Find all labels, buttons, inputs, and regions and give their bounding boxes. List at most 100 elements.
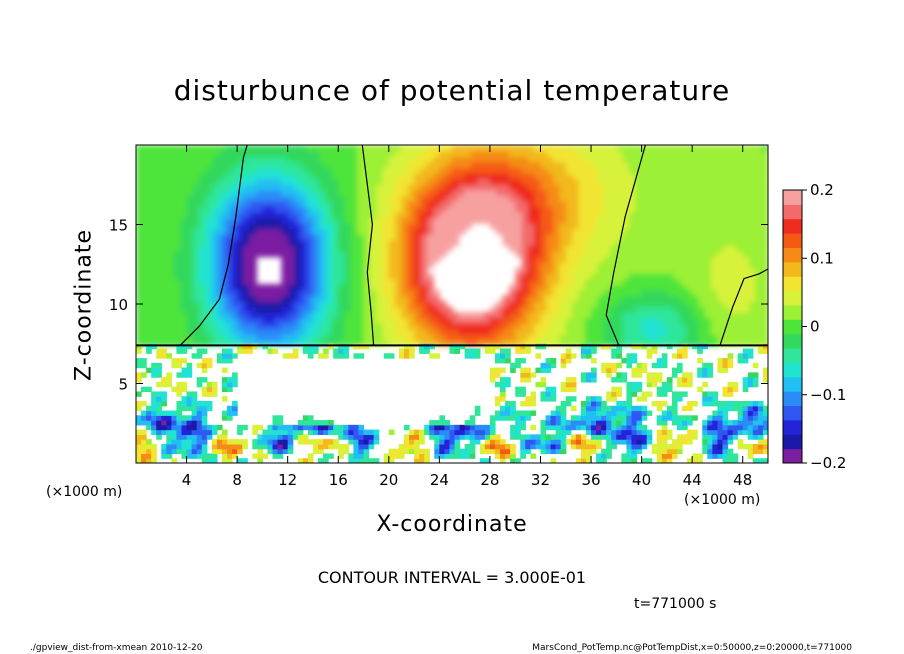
heatmap-cell [679, 334, 687, 341]
heatmap-cell [636, 434, 643, 440]
heatmap-cell [294, 234, 302, 241]
heatmap-cell [281, 245, 289, 252]
heatmap-cell [749, 256, 757, 263]
heatmap-cell [647, 217, 656, 224]
heatmap-cell [527, 211, 535, 219]
heatmap-cell [646, 434, 653, 440]
heatmap-cell [762, 343, 768, 350]
heatmap-cell [277, 434, 284, 440]
heatmap-cell [654, 250, 662, 258]
heatmap-cell [521, 328, 529, 336]
heatmap-cell [249, 245, 257, 252]
heatmap-cell [591, 429, 597, 435]
heatmap-cell [711, 195, 719, 202]
heatmap-cell [641, 161, 649, 169]
heatmap-cell [584, 300, 592, 308]
heatmap-cell [186, 245, 194, 252]
heatmap-cell [661, 386, 668, 393]
heatmap-cell [237, 245, 245, 252]
heatmap-cell [211, 167, 219, 174]
heatmap-cell [136, 150, 144, 157]
heatmap-cell [230, 217, 238, 224]
heatmap-cell [388, 453, 395, 459]
heatmap-cell [439, 167, 447, 174]
heatmap-cell [444, 420, 451, 426]
heatmap-cell [249, 234, 257, 241]
heatmap-cell [553, 256, 561, 263]
heatmap-cell [559, 150, 567, 157]
heatmap-cell [676, 443, 683, 450]
heatmap-cell [434, 448, 440, 455]
heatmap-cell [300, 228, 308, 235]
heatmap-cell [550, 410, 557, 416]
heatmap-cell [268, 339, 276, 347]
heatmap-cell [641, 334, 649, 341]
heatmap-cell [679, 161, 687, 169]
heatmap-cell [540, 367, 547, 373]
heatmap-cell [606, 410, 612, 416]
heatmap-cell [344, 339, 352, 347]
heatmap-cell [546, 156, 554, 163]
heatmap-cell [500, 391, 506, 397]
heatmap-cell [647, 239, 656, 246]
heatmap-cell [211, 295, 219, 302]
heatmap-cell [275, 150, 283, 157]
heatmap-cell [540, 289, 548, 297]
heatmap-cell [489, 178, 498, 185]
heatmap-cell [439, 150, 447, 157]
heatmap-cell [666, 145, 674, 152]
heatmap-cell [136, 311, 144, 319]
heatmap-cell [232, 410, 238, 416]
heatmap-cell [622, 217, 630, 224]
heatmap-cell [470, 323, 479, 330]
heatmap-cell [312, 167, 321, 174]
heatmap-cell [249, 261, 257, 269]
heatmap-cell [141, 410, 147, 416]
heatmap-cell [702, 367, 708, 373]
heatmap-cell [597, 300, 605, 308]
heatmap-cell [199, 195, 207, 202]
heatmap-cell [142, 156, 150, 163]
heatmap-cell [191, 400, 198, 407]
heatmap-cell [540, 278, 548, 285]
heatmap-cell [256, 289, 264, 297]
heatmap-cell [419, 439, 425, 445]
heatmap-cell [603, 328, 611, 336]
heatmap-cell [534, 267, 542, 274]
heatmap-cell [742, 289, 750, 297]
heatmap-cell [281, 317, 289, 324]
heatmap-cell [584, 178, 592, 185]
heatmap-cell [631, 391, 638, 397]
heatmap-cell [403, 348, 410, 354]
heatmap-cell [704, 172, 712, 180]
heatmap-cell [369, 195, 377, 202]
heatmap-cell [580, 453, 587, 459]
heatmap-cell [651, 362, 658, 369]
heatmap-cell [646, 410, 653, 416]
heatmap-cell [218, 267, 226, 274]
heatmap-cell [414, 245, 422, 252]
heatmap-cell [636, 362, 643, 369]
heatmap-cell [611, 353, 617, 359]
heatmap-cell [142, 228, 150, 235]
heatmap-cell [591, 189, 599, 196]
heatmap-cell [616, 386, 622, 393]
heatmap-cell [199, 300, 207, 308]
heatmap-cell [496, 334, 504, 341]
heatmap-cell [540, 145, 548, 152]
heatmap-cell [307, 424, 314, 431]
heatmap-cell [616, 405, 622, 412]
heatmap-cell [762, 443, 768, 450]
heatmap-cell [459, 434, 466, 440]
heatmap-cell [388, 156, 396, 163]
heatmap-cell [641, 323, 649, 330]
heatmap-cell [439, 172, 447, 180]
heatmap-cell [186, 234, 194, 241]
heatmap-cell [154, 334, 163, 341]
heatmap-cell [673, 161, 681, 169]
heatmap-cell [205, 211, 213, 219]
heatmap-cell [216, 358, 223, 364]
heatmap-cell [454, 343, 461, 350]
heatmap-cell [287, 323, 295, 330]
heatmap-cell [218, 311, 226, 319]
